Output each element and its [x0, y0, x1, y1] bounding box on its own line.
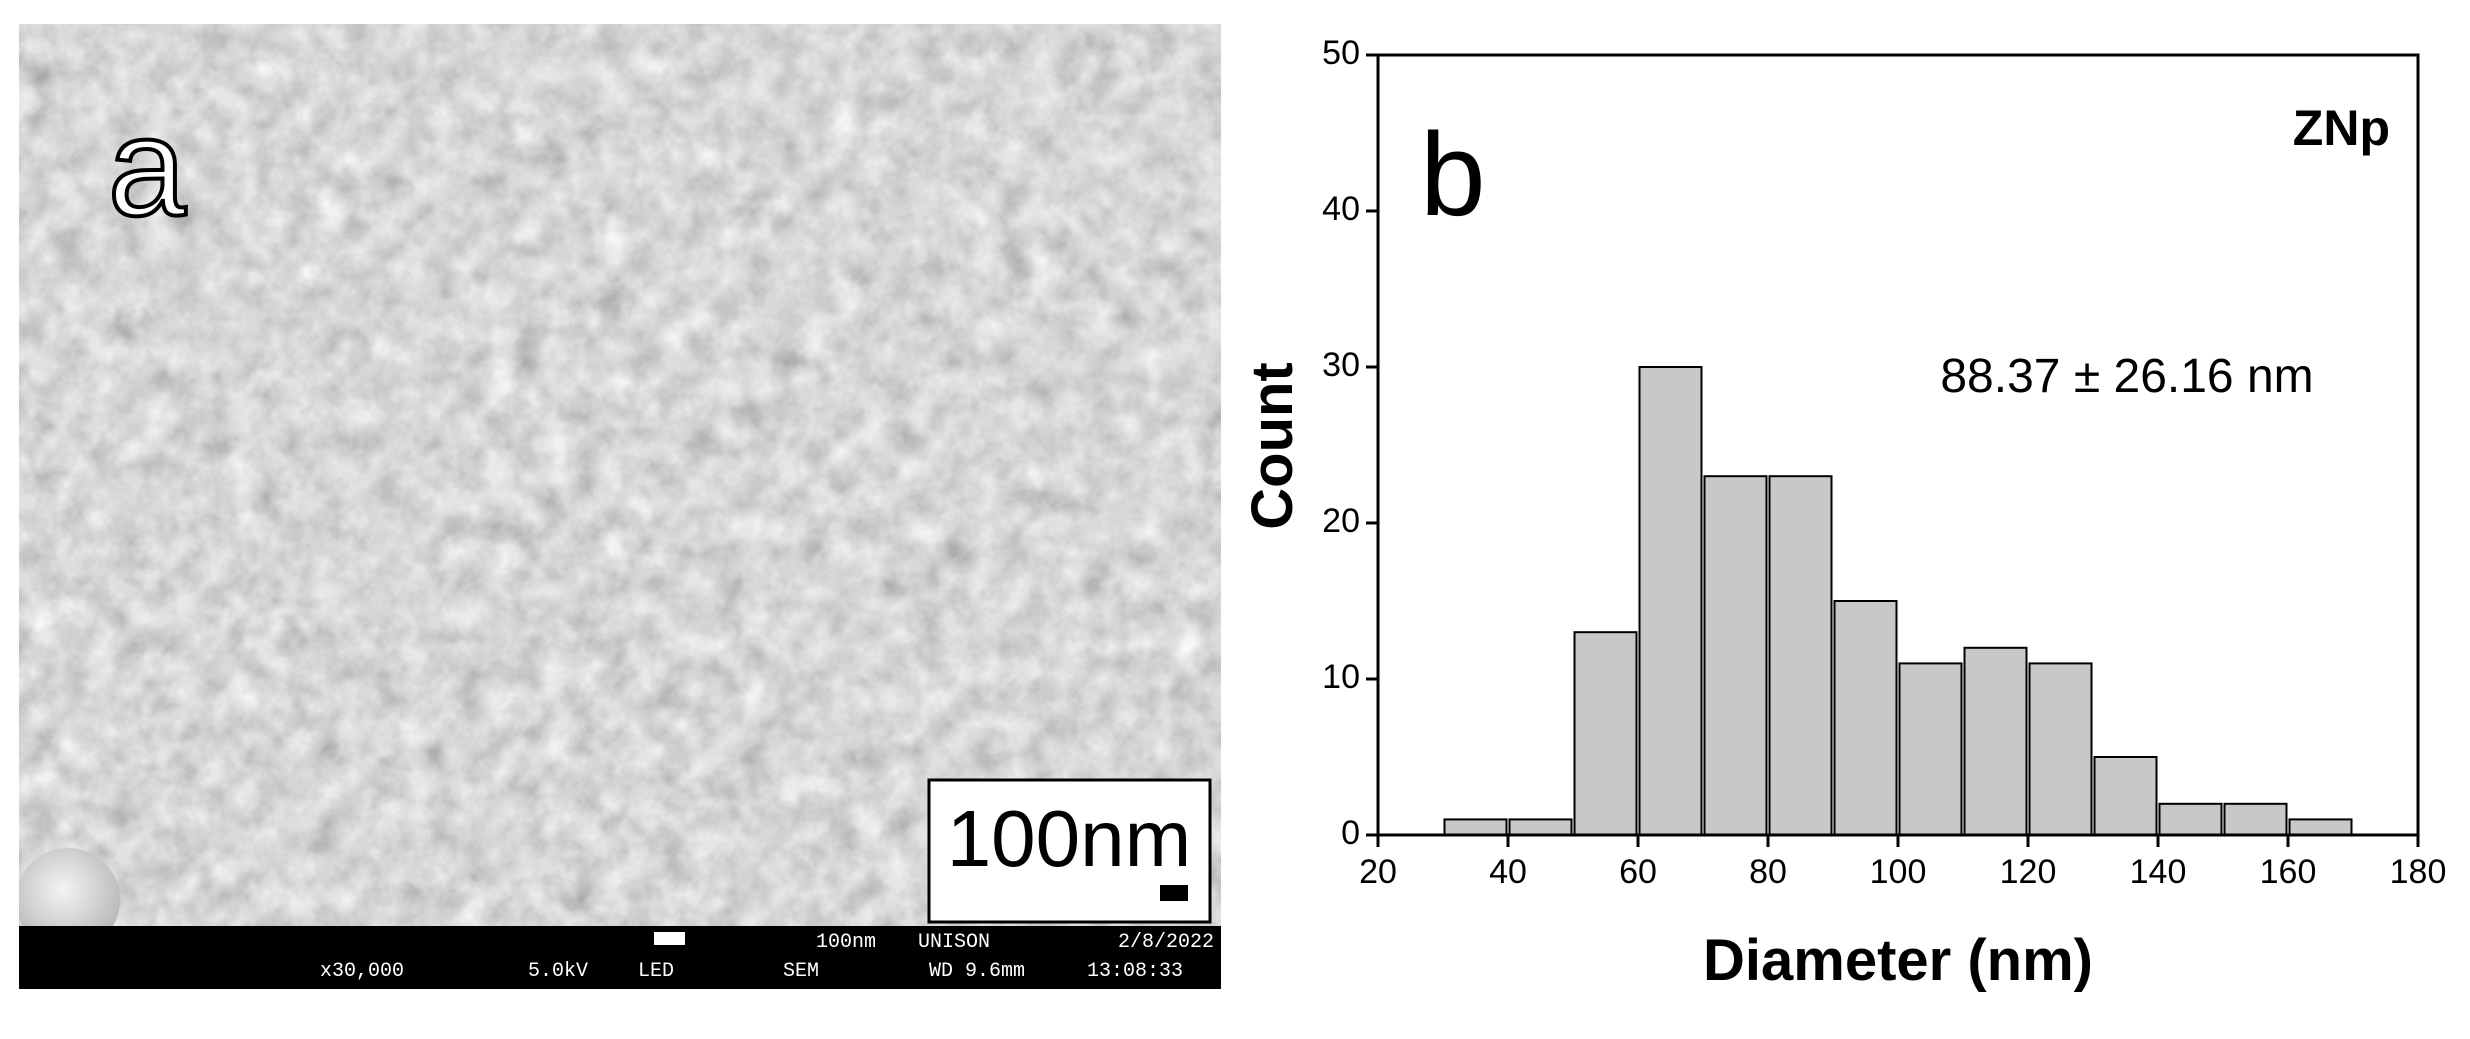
- y-tick-label: 20: [1322, 502, 1360, 540]
- bar: [1508, 818, 1573, 837]
- bar: [2288, 818, 2353, 837]
- bar: [1573, 631, 1638, 837]
- bar: [2158, 802, 2223, 836]
- x-tick-label: 180: [2390, 853, 2447, 891]
- y-tick-label: 30: [1322, 346, 1360, 384]
- info-text: 13:08:33: [1087, 960, 1183, 983]
- info-texts: 100nm UNISON 2/8/2022 x30,000 5.0kV LED SEM WD …: [320, 931, 1214, 983]
- panel-label: b: [1420, 109, 1486, 241]
- x-tick-label: 100: [1870, 853, 1927, 891]
- sample-label: ZNp: [2293, 100, 2390, 156]
- x-tick-label: 140: [2130, 853, 2187, 891]
- x-tick-label: 80: [1749, 853, 1787, 891]
- y-axis-label: Count: [1240, 362, 1305, 530]
- bar: [1703, 475, 1768, 836]
- sem-particle: [19, 848, 120, 926]
- info-text: LED: [638, 960, 674, 983]
- x-axis-label: Diameter (nm): [1703, 928, 2093, 993]
- info-text: 2/8/2022: [1118, 931, 1214, 954]
- info-text: UNISON: [918, 931, 990, 954]
- bar: [1443, 818, 1508, 837]
- x-tick-label: 60: [1619, 853, 1657, 891]
- bar: [2093, 756, 2158, 836]
- bar: [1833, 600, 1898, 836]
- x-tick-label: 20: [1359, 853, 1397, 891]
- info-text: 100nm: [816, 931, 876, 954]
- panel-label: a: [108, 88, 186, 245]
- info-text: x30,000: [320, 960, 404, 983]
- bar: [1963, 646, 2028, 836]
- mean-annotation: 88.37 ± 26.16 nm: [1940, 350, 2313, 403]
- y-tick-label: 0: [1341, 814, 1360, 852]
- scale-bar-label: 100nm: [947, 794, 1192, 883]
- bar: [1638, 366, 1703, 836]
- x-tick-label: 120: [2000, 853, 2057, 891]
- y-tick-label: 50: [1322, 34, 1360, 72]
- y-tick-label: 10: [1322, 658, 1360, 696]
- info-text: SEM: [783, 960, 819, 983]
- bar: [2223, 802, 2288, 836]
- sem-image: a 100nm 100nm UNISON 2/8/2022 x30,000 5.0kV L…: [19, 24, 1221, 989]
- bar: [2028, 662, 2093, 837]
- plot-frame: [1376, 53, 2420, 837]
- info-bar: [19, 926, 1221, 989]
- scale-bar: [1160, 885, 1188, 901]
- histogram: b ZNp 88.37 ± 26.16 nm Count Diameter (n…: [1240, 34, 2446, 993]
- sem-texture: [19, 24, 1221, 926]
- info-text: 5.0kV: [528, 960, 588, 983]
- bar: [1768, 475, 1833, 836]
- x-tick-label: 40: [1489, 853, 1527, 891]
- bar: [1898, 662, 1963, 837]
- info-scale-mark: [654, 932, 685, 945]
- info-text: WD 9.6mm: [929, 960, 1025, 983]
- x-tick-label: 160: [2260, 853, 2317, 891]
- y-tick-label: 40: [1322, 190, 1360, 228]
